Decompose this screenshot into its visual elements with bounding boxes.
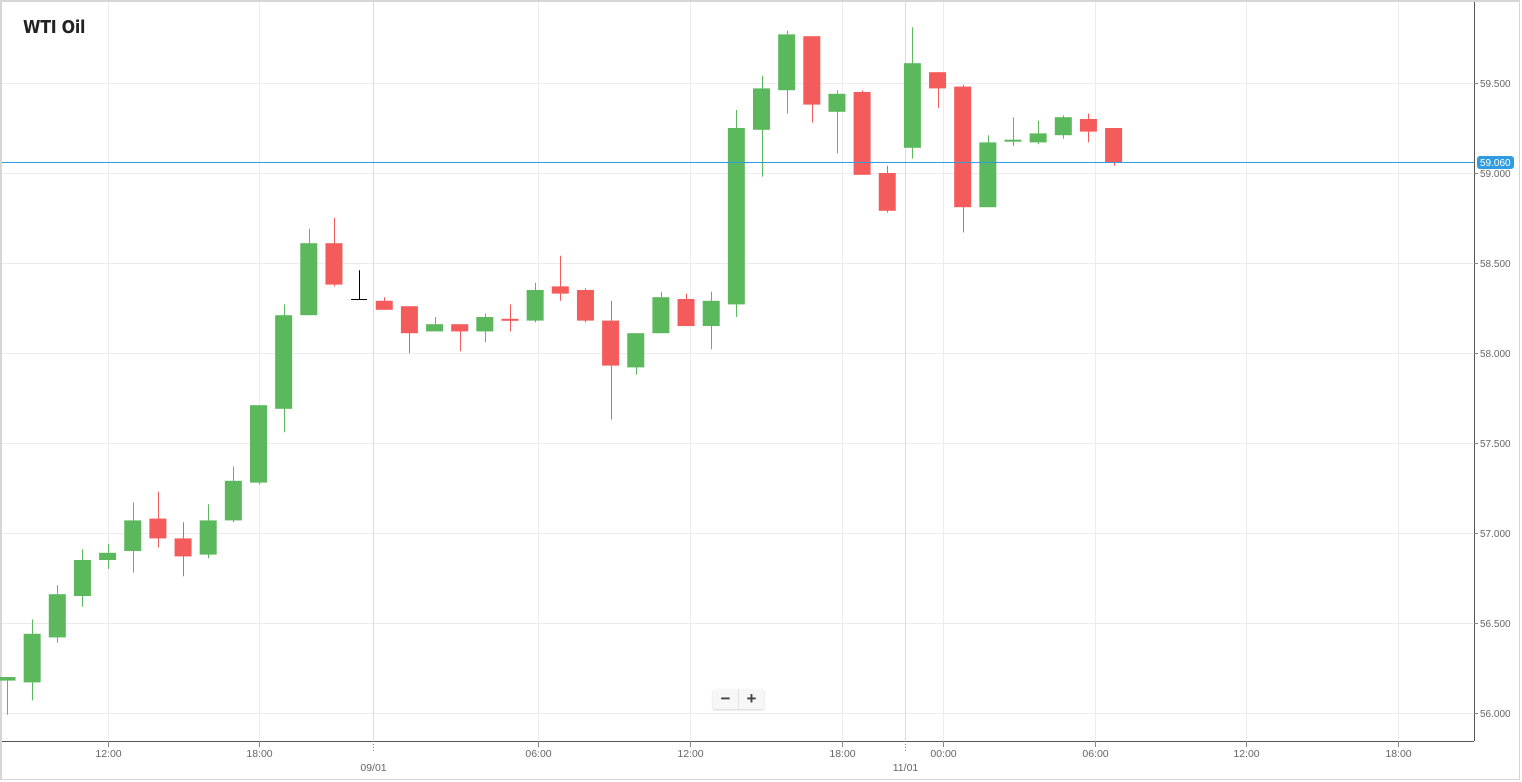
x-date-label: 09/01 [360, 762, 386, 774]
x-axis: 12:00 18:00 09/01 06:00 12:00 18:00 11/01 00:00… [2, 741, 1474, 774]
candle[interactable] [124, 502, 142, 573]
candle[interactable] [803, 36, 821, 123]
gridlines [2, 2, 1474, 741]
candle[interactable] [325, 218, 343, 287]
candle[interactable] [1004, 117, 1022, 146]
minus-icon: − [720, 689, 731, 708]
candle[interactable] [426, 317, 444, 332]
candle[interactable] [73, 549, 91, 607]
candle[interactable] [727, 110, 745, 317]
candle[interactable] [48, 585, 66, 643]
candle[interactable] [0, 677, 16, 715]
candle[interactable] [23, 619, 41, 701]
candle[interactable] [149, 491, 167, 548]
x-tick-label: 06:00 [1082, 748, 1108, 760]
y-axis: 56.000 56.500 57.000 57.500 58.000 58.500 59.0… [1474, 2, 1514, 741]
x-tick-label: 06:00 [525, 748, 551, 760]
candle[interactable] [99, 543, 117, 569]
x-tick-label: 18:00 [246, 748, 272, 760]
y-tick-label: 58.500 [1480, 259, 1511, 270]
candle[interactable] [351, 270, 368, 300]
candle[interactable] [501, 304, 519, 332]
y-tick-label: 56.500 [1480, 619, 1511, 630]
candle[interactable] [929, 72, 947, 109]
y-tick-label: 59.500 [1480, 79, 1511, 90]
y-tick-label: 58.000 [1480, 349, 1511, 360]
zoom-controls: − + [713, 689, 764, 709]
candle[interactable] [250, 405, 267, 485]
candle[interactable] [878, 165, 896, 213]
chart-title: WTI Oil [23, 17, 86, 38]
x-tick-label: 12:00 [677, 748, 703, 760]
candle[interactable] [300, 228, 318, 316]
candle[interactable] [174, 522, 192, 577]
candle[interactable] [627, 333, 645, 375]
x-tick-label: 18:00 [1385, 748, 1411, 760]
svg-text:59.060: 59.060 [1480, 158, 1511, 169]
candle[interactable] [602, 300, 620, 420]
y-tick-label: 56.000 [1480, 709, 1511, 720]
candle[interactable] [275, 304, 293, 433]
candle[interactable] [375, 297, 393, 310]
y-tick-label: 57.500 [1480, 439, 1511, 450]
candle[interactable] [652, 291, 670, 334]
candle[interactable] [702, 291, 720, 350]
plus-icon: + [746, 689, 757, 708]
x-tick-label: 00:00 [930, 748, 956, 760]
x-tick-label: 18:00 [829, 748, 855, 760]
x-date-label: 11/01 [893, 762, 919, 774]
candle[interactable] [778, 30, 796, 114]
candle[interactable] [753, 75, 770, 177]
candle[interactable] [903, 27, 921, 159]
current-price-badge: 59.060 [1477, 156, 1514, 169]
candle[interactable] [526, 282, 544, 323]
candle[interactable] [199, 504, 217, 559]
candle[interactable] [1054, 115, 1072, 139]
x-tick-label: 12:00 [1233, 748, 1259, 760]
candle[interactable] [551, 255, 569, 301]
candle[interactable] [677, 293, 695, 326]
candle[interactable] [828, 90, 846, 154]
candle[interactable] [853, 90, 871, 175]
candle[interactable] [1079, 113, 1097, 143]
y-tick-label: 57.000 [1480, 529, 1511, 540]
candle[interactable] [224, 466, 242, 523]
zoom-out-button[interactable]: − [713, 689, 738, 709]
y-tick-label: 59.000 [1480, 169, 1511, 180]
candle[interactable] [1029, 120, 1047, 145]
candle[interactable] [451, 324, 469, 352]
candle[interactable] [979, 135, 997, 208]
candle[interactable] [1105, 128, 1123, 166]
x-tick-label: 12:00 [95, 748, 121, 760]
candle[interactable] [476, 313, 494, 343]
candle[interactable] [576, 288, 594, 323]
candle[interactable] [400, 306, 418, 353]
zoom-in-button[interactable]: + [738, 689, 764, 709]
candles-series[interactable] [0, 27, 1123, 715]
candle[interactable] [954, 84, 972, 233]
